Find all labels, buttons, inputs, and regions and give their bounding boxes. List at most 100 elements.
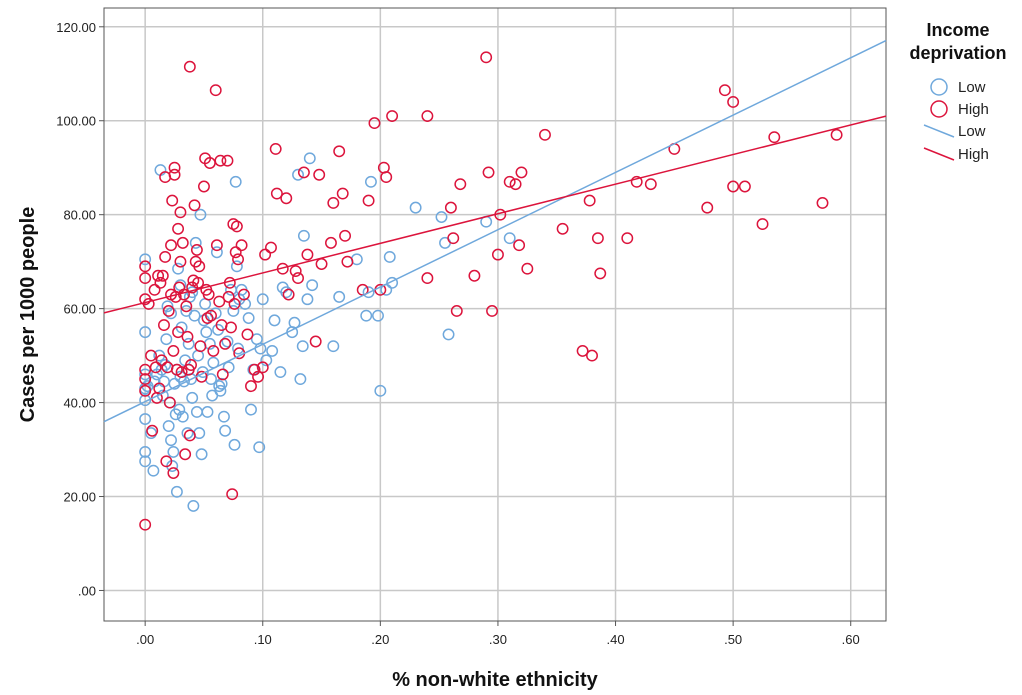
y-tick-label: 120.00	[56, 20, 96, 35]
y-axis-title: Cases per 1000 people	[17, 207, 39, 423]
point-high	[225, 321, 237, 334]
point-high	[368, 117, 381, 130]
point-high	[214, 154, 227, 167]
legend-label: High	[958, 101, 989, 118]
point-low	[221, 335, 234, 348]
point-low	[222, 361, 235, 374]
point-low	[364, 175, 377, 188]
point-high	[167, 467, 180, 479]
point-high	[166, 194, 179, 207]
point-high	[539, 128, 551, 141]
fit-lines	[103, 39, 887, 423]
fit-line-high	[103, 115, 887, 314]
point-low	[165, 307, 177, 320]
point-high	[768, 131, 781, 144]
point-high	[232, 253, 245, 266]
point-low	[386, 276, 399, 289]
point-high	[327, 196, 340, 209]
point-low	[181, 427, 194, 440]
point-low	[227, 305, 240, 317]
point-high	[172, 222, 185, 235]
point-high	[139, 518, 152, 531]
point-high	[229, 246, 242, 259]
point-high	[556, 222, 569, 235]
x-tick-label: .50	[724, 632, 742, 647]
point-high	[139, 384, 152, 397]
point-high	[480, 51, 493, 64]
point-high	[216, 368, 229, 381]
point-high	[718, 84, 731, 97]
point-low	[268, 314, 281, 327]
point-high	[221, 154, 234, 167]
point-high	[270, 187, 283, 200]
point-low	[303, 152, 316, 165]
point-low	[139, 455, 152, 468]
point-high	[175, 366, 188, 378]
point-low	[172, 262, 185, 275]
x-tick-label: .20	[371, 632, 389, 647]
point-high	[149, 361, 162, 374]
point-low	[256, 293, 269, 306]
point-high	[205, 309, 217, 322]
point-low	[161, 300, 174, 313]
point-high	[152, 269, 165, 282]
point-high	[165, 239, 177, 252]
point-high	[153, 382, 166, 395]
point-high	[192, 276, 205, 289]
point-low	[173, 403, 186, 416]
point-high	[154, 276, 167, 289]
point-low	[186, 391, 199, 404]
point-low	[374, 384, 387, 397]
point-high	[727, 180, 740, 193]
point-high	[621, 232, 634, 245]
legend-marker-high	[930, 100, 948, 118]
point-low	[170, 485, 183, 498]
point-low	[195, 448, 208, 461]
point-high	[386, 110, 399, 122]
point-high	[292, 272, 304, 285]
point-high	[756, 218, 769, 231]
legend-label: High	[958, 146, 989, 163]
point-low	[219, 424, 232, 437]
point-low	[306, 279, 319, 292]
point-low	[435, 211, 448, 223]
point-high	[181, 330, 194, 343]
point-low	[288, 316, 301, 329]
point-high	[265, 241, 277, 254]
point-high	[188, 199, 201, 212]
point-high	[482, 166, 495, 179]
y-tick-label: 100.00	[56, 114, 96, 129]
point-low	[296, 340, 309, 353]
point-high	[146, 424, 159, 437]
point-low	[214, 384, 227, 397]
point-low	[274, 366, 287, 378]
point-high	[515, 166, 528, 179]
point-low	[228, 438, 241, 451]
point-low	[139, 394, 152, 407]
point-low	[200, 326, 213, 339]
point-high	[219, 337, 232, 350]
point-high	[156, 269, 169, 282]
point-high	[202, 288, 215, 301]
point-low	[217, 410, 230, 423]
point-low	[215, 377, 228, 390]
point-low	[230, 260, 243, 273]
point-low	[232, 342, 245, 355]
point-low	[333, 290, 346, 303]
point-low	[362, 286, 375, 299]
point-low	[139, 253, 152, 266]
point-high	[309, 335, 322, 348]
point-low	[196, 366, 209, 378]
point-high	[162, 305, 175, 317]
point-low	[139, 326, 152, 339]
point-low	[297, 229, 310, 242]
point-low	[360, 309, 373, 322]
point-high	[163, 396, 176, 409]
point-low	[253, 441, 266, 454]
point-low	[229, 175, 242, 188]
point-high	[362, 194, 375, 207]
point-high	[139, 272, 152, 285]
legend-line-high	[923, 147, 955, 161]
point-high	[190, 243, 203, 256]
